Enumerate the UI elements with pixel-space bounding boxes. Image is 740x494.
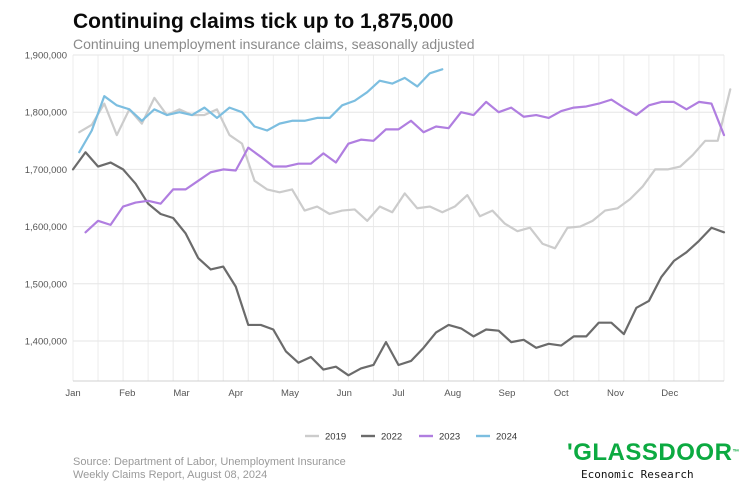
y-tick-label: 1,500,000 xyxy=(25,279,67,290)
x-tick-label: Jun xyxy=(337,388,352,399)
y-tick-label: 1,800,000 xyxy=(25,108,67,119)
y-axis-ticks: 1,400,000 1,500,000 1,600,000 1,700,000 1,80… xyxy=(25,51,67,348)
legend-label-2023: 2023 xyxy=(439,432,460,443)
x-tick-label: Jul xyxy=(392,388,404,399)
series-lines xyxy=(71,68,732,377)
source-line-1: Source: Department of Labor, Unemploymen… xyxy=(73,456,346,468)
logo-wordmark: 'GLASSDOOR™ xyxy=(567,439,740,466)
x-tick-label: Sep xyxy=(499,388,516,399)
x-tick-label: Oct xyxy=(554,388,569,399)
logo-tagline: Economic Research xyxy=(581,468,694,481)
y-tick-label: 1,700,000 xyxy=(25,165,67,176)
x-tick-label: Nov xyxy=(607,388,624,399)
series-line-2024 xyxy=(78,68,444,154)
x-axis-ticks: Jan Feb Mar Apr May Jun Jul Aug Sep Oct Nov Dec xyxy=(65,388,678,399)
x-tick-label: Jan xyxy=(65,388,80,399)
logo-wordmark-text: GLASSDOOR xyxy=(573,439,733,466)
x-tick-label: Aug xyxy=(444,388,461,399)
source-note: Source: Department of Labor, Unemploymen… xyxy=(73,456,346,482)
x-tick-label: Mar xyxy=(173,388,189,399)
y-tick-label: 1,600,000 xyxy=(25,222,67,233)
x-tick-label: May xyxy=(281,388,299,399)
y-tick-label: 1,400,000 xyxy=(25,336,67,347)
chart-title: Continuing claims tick up to 1,875,000 xyxy=(73,10,454,33)
chart-grid xyxy=(72,54,725,382)
legend-label-2024: 2024 xyxy=(496,432,517,443)
y-tick-label: 1,900,000 xyxy=(25,51,67,62)
legend: 2019 2022 2023 2024 xyxy=(305,432,517,443)
glassdoor-logo: 'GLASSDOOR™ Economic Research xyxy=(567,439,740,482)
x-tick-label: Apr xyxy=(228,388,243,399)
legend-label-2019: 2019 xyxy=(325,432,346,443)
x-tick-label: Feb xyxy=(119,388,135,399)
series-line-2023 xyxy=(84,98,726,234)
x-tick-label: Dec xyxy=(661,388,678,399)
source-line-2: Weekly Claims Report, August 08, 2024 xyxy=(73,469,268,481)
legend-label-2022: 2022 xyxy=(381,432,402,443)
series-line-2022 xyxy=(71,151,726,377)
chart-subtitle: Continuing unemployment insurance claims… xyxy=(73,36,475,52)
